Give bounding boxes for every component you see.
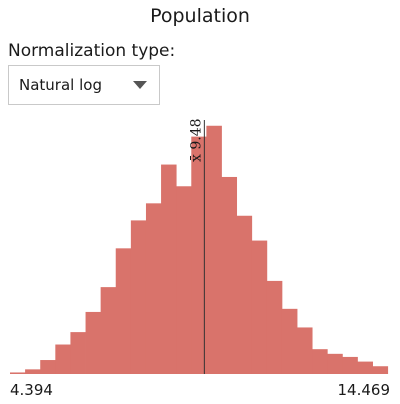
histogram-bar xyxy=(206,125,222,374)
mean-label: x̄ 9.48 xyxy=(188,118,204,162)
histogram-bar xyxy=(115,248,132,374)
histogram-bar xyxy=(281,308,298,374)
histogram-bar xyxy=(161,164,177,374)
histogram-bar xyxy=(191,136,207,374)
histogram-bar xyxy=(25,369,41,374)
normalization-type-value: Natural log xyxy=(19,76,102,94)
histogram-bar xyxy=(10,372,26,374)
x-axis-max-label: 14.469 xyxy=(337,381,391,399)
histogram-bar xyxy=(266,280,283,374)
histogram-bar xyxy=(357,361,373,374)
histogram-bar xyxy=(100,287,117,374)
histogram-bar xyxy=(40,360,56,374)
chevron-down-icon xyxy=(133,81,147,89)
histogram-bar xyxy=(70,332,86,374)
histogram-bar xyxy=(236,215,253,374)
histogram-bar xyxy=(342,356,358,374)
histogram-bar xyxy=(221,176,238,374)
histogram-bar xyxy=(176,186,192,374)
histogram-bar xyxy=(372,366,389,374)
histogram-bar xyxy=(327,353,343,374)
histogram-bar xyxy=(312,349,328,374)
normalization-type-dropdown[interactable]: Natural log xyxy=(8,65,160,105)
histogram-bar xyxy=(130,220,147,374)
histogram-bar xyxy=(85,311,102,374)
histogram-bar xyxy=(251,240,268,374)
normalization-type-label: Normalization type: xyxy=(8,41,176,61)
histogram-bar xyxy=(55,344,71,374)
histogram-bar xyxy=(145,203,162,374)
chart-title: Population xyxy=(150,5,250,27)
histogram-bar xyxy=(297,327,313,374)
x-axis-min-label: 4.394 xyxy=(10,381,53,399)
